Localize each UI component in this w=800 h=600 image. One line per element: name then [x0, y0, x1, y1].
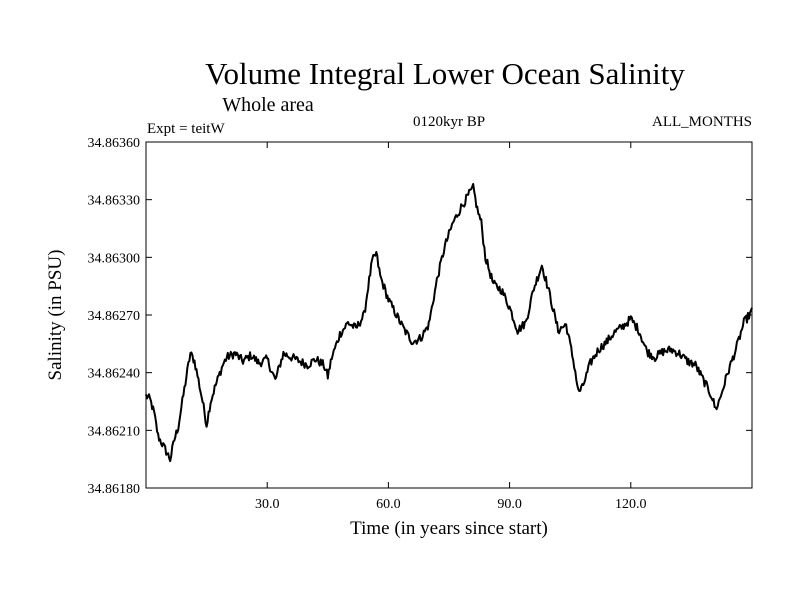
y-tick-label: 34.86210 — [88, 424, 141, 439]
experiment-label: Expt = teitW — [147, 121, 225, 137]
y-tick-label: 34.86240 — [88, 367, 141, 382]
chart-subtitle: Whole area — [222, 94, 314, 116]
y-tick-label: 34.86300 — [88, 251, 141, 266]
period-label: 0120kyr BP — [413, 114, 485, 130]
y-tick-label: 34.86270 — [88, 309, 141, 324]
y-axis: 34.86180 34.86210 34.86240 34.86270 34.86300… — [88, 136, 752, 497]
months-label: ALL_MONTHS — [652, 114, 752, 130]
y-tick-label: 34.86360 — [88, 136, 141, 151]
x-tick-label: 120.0 — [615, 497, 647, 512]
y-tick-label: 34.86180 — [88, 482, 141, 497]
x-axis-label: Time (in years since start) — [350, 518, 548, 539]
x-tick-label: 90.0 — [497, 497, 522, 512]
x-tick-label: 30.0 — [255, 497, 280, 512]
salinity-series-line — [145, 183, 753, 463]
x-axis: 30.0 60.0 90.0 120.0 — [255, 142, 647, 512]
y-axis-label: Salinity (in PSU) — [45, 250, 66, 381]
y-tick-label: 34.86330 — [88, 194, 141, 209]
chart-title: Volume Integral Lower Ocean Salinity — [205, 56, 685, 91]
x-tick-label: 60.0 — [376, 497, 401, 512]
plot-frame — [145, 141, 753, 489]
